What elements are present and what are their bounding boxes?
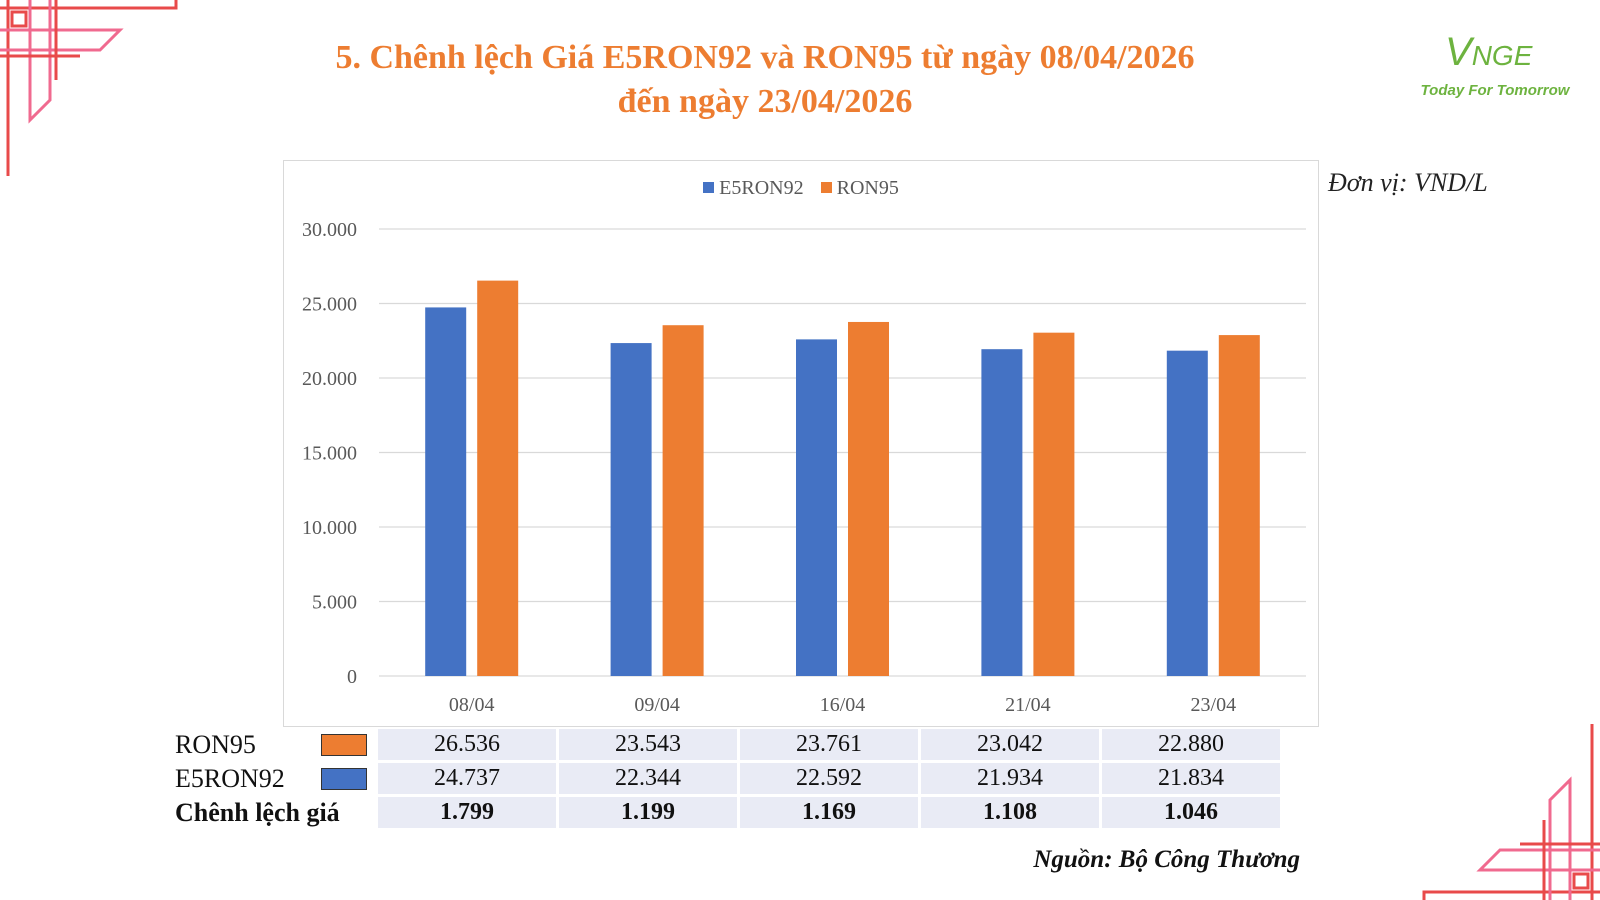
table-cell: 1.199 xyxy=(559,797,737,828)
row-swatch-e5ron92 xyxy=(321,768,367,790)
table-cell: 24.737 xyxy=(378,763,556,794)
logo-tagline: Today For Tomorrow xyxy=(1420,82,1570,99)
y-tick-label: 30.000 xyxy=(302,219,357,241)
table-cell: 23.543 xyxy=(559,729,737,760)
logo-mark: VNGE xyxy=(1445,30,1533,74)
bar-ron95 xyxy=(662,325,704,676)
row-label-ron95: RON95 xyxy=(175,729,375,760)
y-tick-label: 25.000 xyxy=(302,294,357,316)
bar-ron95 xyxy=(1218,335,1260,676)
table-cell: 21.834 xyxy=(1102,763,1280,794)
legend-swatch-ron95 xyxy=(820,182,832,193)
bar-ron95 xyxy=(477,280,519,676)
unit-label: Đơn vị: VND/L xyxy=(1328,168,1488,197)
x-tick-label: 08/04 xyxy=(449,694,495,716)
data-table: RON95 26.536 23.543 23.761 23.042 22.880… xyxy=(172,726,1283,831)
x-tick-label: 09/04 xyxy=(634,694,680,716)
table-cell: 21.934 xyxy=(921,763,1099,794)
table-row-ron95: RON95 26.536 23.543 23.761 23.042 22.880 xyxy=(175,729,1280,760)
y-tick-label: 0 xyxy=(347,666,357,688)
y-tick-label: 15.000 xyxy=(302,443,357,465)
x-tick-label: 21/04 xyxy=(1005,694,1051,716)
bar-chart: 0 5.000 10.000 15.000 20.000 25.000 30.000 08/0… xyxy=(302,219,1306,716)
bar-ron95 xyxy=(848,321,889,676)
corner-ornament-bottom-right xyxy=(1422,724,1600,900)
row-label-price-difference: Chênh lệch giá xyxy=(175,797,375,828)
x-tick-label: 16/04 xyxy=(820,694,866,716)
legend-swatch-e5ron92 xyxy=(703,182,715,193)
source-note: Nguồn: Bộ Công Thương xyxy=(1033,846,1300,873)
table-cell: 22.344 xyxy=(559,763,737,794)
table-cell: 1.046 xyxy=(1102,797,1280,828)
table-cell: 1.169 xyxy=(740,797,918,828)
table-cell: 22.880 xyxy=(1102,729,1280,760)
row-swatch-ron95 xyxy=(321,734,367,756)
bar-ron95 xyxy=(1033,332,1075,676)
y-tick-label: 5.000 xyxy=(312,592,357,614)
chart-title-line-1: 5. Chênh lệch Giá E5RON92 và RON95 từ ng… xyxy=(335,39,1195,76)
legend-item-e5ron92: E5RON92 xyxy=(703,177,804,200)
y-tick-label: 20.000 xyxy=(302,368,357,390)
y-tick-label: 10.000 xyxy=(302,517,357,539)
bar-e5ron92 xyxy=(981,349,1023,676)
table-cell: 1.799 xyxy=(378,797,556,828)
bar-e5ron92 xyxy=(425,307,467,676)
table-cell: 26.536 xyxy=(378,729,556,760)
table-cell: 22.592 xyxy=(740,763,918,794)
chart-legend: E5RON92 RON95 xyxy=(284,177,1318,200)
table-row-e5ron92: E5RON92 24.737 22.344 22.592 21.934 21.8… xyxy=(175,763,1280,794)
table-cell: 1.108 xyxy=(921,797,1099,828)
x-tick-label: 23/04 xyxy=(1191,694,1237,716)
row-label-e5ron92: E5RON92 xyxy=(175,763,375,794)
table-cell: 23.042 xyxy=(921,729,1099,760)
bar-e5ron92 xyxy=(1166,350,1208,676)
bar-e5ron92 xyxy=(796,339,837,676)
vnge-logo: VNGE Today For Tomorrow xyxy=(1405,18,1580,108)
table-row-price-difference: Chênh lệch giá 1.799 1.199 1.169 1.108 1… xyxy=(175,797,1280,828)
chart-area: E5RON92 RON95 0 5.000 10.000 15.000 20.000 25… xyxy=(283,160,1319,727)
table-cell: 23.761 xyxy=(740,729,918,760)
legend-item-ron95: RON95 xyxy=(820,177,899,200)
chart-title-line-2: đến ngày 23/04/2026 xyxy=(617,83,913,120)
bar-e5ron92 xyxy=(610,343,652,676)
corner-ornament-top-left xyxy=(0,0,178,176)
